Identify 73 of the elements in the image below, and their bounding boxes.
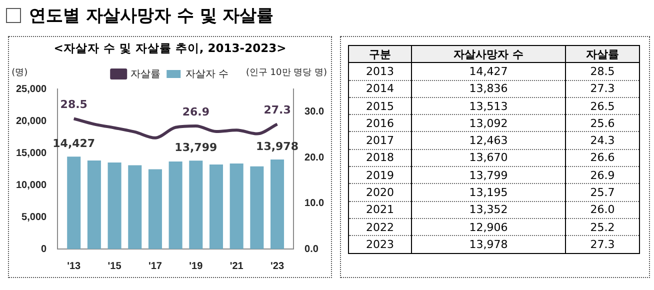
data-label: 13,352 — [412, 201, 566, 218]
y2-tick-label: 10.0 — [304, 198, 324, 210]
data-label: 26.9 — [566, 166, 640, 184]
data-label: 26.0 — [566, 201, 640, 218]
bar — [189, 160, 203, 249]
bar — [168, 162, 182, 249]
data-label: 13,195 — [412, 184, 566, 202]
data-label: 27.3 — [566, 80, 640, 98]
data-label: 12,463 — [412, 132, 566, 150]
x-tick-label: '21 — [230, 260, 244, 272]
y-tick-label: 2014 — [348, 80, 412, 98]
y-tick-label: 2020 — [348, 184, 412, 202]
y-tick-label: 20,000 — [16, 116, 48, 127]
y-tick-label: 2016 — [348, 114, 412, 132]
x-tick-label: '15 — [108, 260, 122, 272]
data-label: 24.3 — [566, 132, 640, 150]
data-label: 28.5 — [60, 98, 88, 112]
chart-subtitle: <자살자 수 및 자살률 추이, 2013-2023> — [52, 41, 288, 56]
data-label: 26.5 — [566, 97, 640, 115]
data-label: 26.9 — [182, 105, 210, 118]
y-tick-label: 5,000 — [22, 212, 48, 223]
data-label: 25.6 — [566, 114, 640, 132]
legend-label: 자살률 — [130, 68, 161, 80]
y-tick-label: 2022 — [348, 218, 412, 236]
y-tick-label: 2023 — [348, 236, 412, 254]
data-label: 28.5 — [566, 62, 640, 80]
y-tick-label: 15,000 — [16, 148, 48, 159]
data-label: 25.2 — [566, 218, 640, 236]
x-tick-label: '23 — [270, 260, 284, 272]
data-label: 12,906 — [412, 218, 566, 236]
y2-tick-label: 30.0 — [304, 106, 324, 118]
bar — [209, 164, 224, 249]
legend-label: 자살자 수 — [186, 68, 228, 80]
line-series — [72, 117, 279, 140]
bar — [250, 166, 264, 249]
y2-axis-title: (인구 10만 명당 명) — [246, 68, 327, 78]
y-axis-title: (명) — [12, 68, 28, 78]
data-label: 13,799 — [174, 141, 218, 154]
chart-title: 연도별 자살사망자 수 및 자살률 — [29, 5, 274, 27]
bar — [108, 162, 122, 249]
x-tick-label: '17 — [148, 260, 162, 272]
y-tick-label: 2017 — [348, 132, 412, 150]
data-label: 26.6 — [566, 149, 640, 167]
bar — [87, 160, 101, 249]
bar — [230, 164, 244, 249]
x-tick-label: 자살사망자 수 — [412, 46, 566, 63]
y2-tick-label: 0.0 — [304, 244, 319, 255]
data-label: 13,836 — [412, 80, 566, 98]
y-tick-label: 10,000 — [16, 180, 48, 191]
y-tick-label: 25,000 — [16, 84, 48, 95]
y-tick-label: 0 — [41, 244, 48, 255]
y-tick-label: 2018 — [348, 149, 412, 167]
y-axis-title: 구분 — [348, 46, 412, 63]
data-label: 13,978 — [412, 236, 566, 254]
y-tick-label: 2015 — [348, 97, 412, 115]
data-label: 25.7 — [566, 184, 640, 202]
bar — [148, 169, 162, 249]
bar — [270, 160, 284, 249]
bar — [128, 165, 142, 249]
data-label: 13,799 — [412, 166, 566, 184]
y-tick-label: 2019 — [348, 166, 412, 184]
data-label: 27.3 — [264, 104, 291, 117]
data-label: 13,513 — [412, 97, 566, 115]
y-tick-label: 2013 — [348, 62, 412, 80]
data-label: 14,427 — [412, 62, 566, 80]
bar — [67, 156, 81, 249]
data-label: 13,670 — [412, 149, 566, 167]
x-tick-label: '13 — [67, 260, 82, 272]
y2-tick-label: 20.0 — [304, 152, 324, 164]
x-tick-label: '19 — [189, 260, 204, 272]
data-label: 13,092 — [412, 114, 566, 132]
y-tick-label: 2021 — [348, 201, 412, 218]
data-label: 27.3 — [566, 236, 640, 254]
